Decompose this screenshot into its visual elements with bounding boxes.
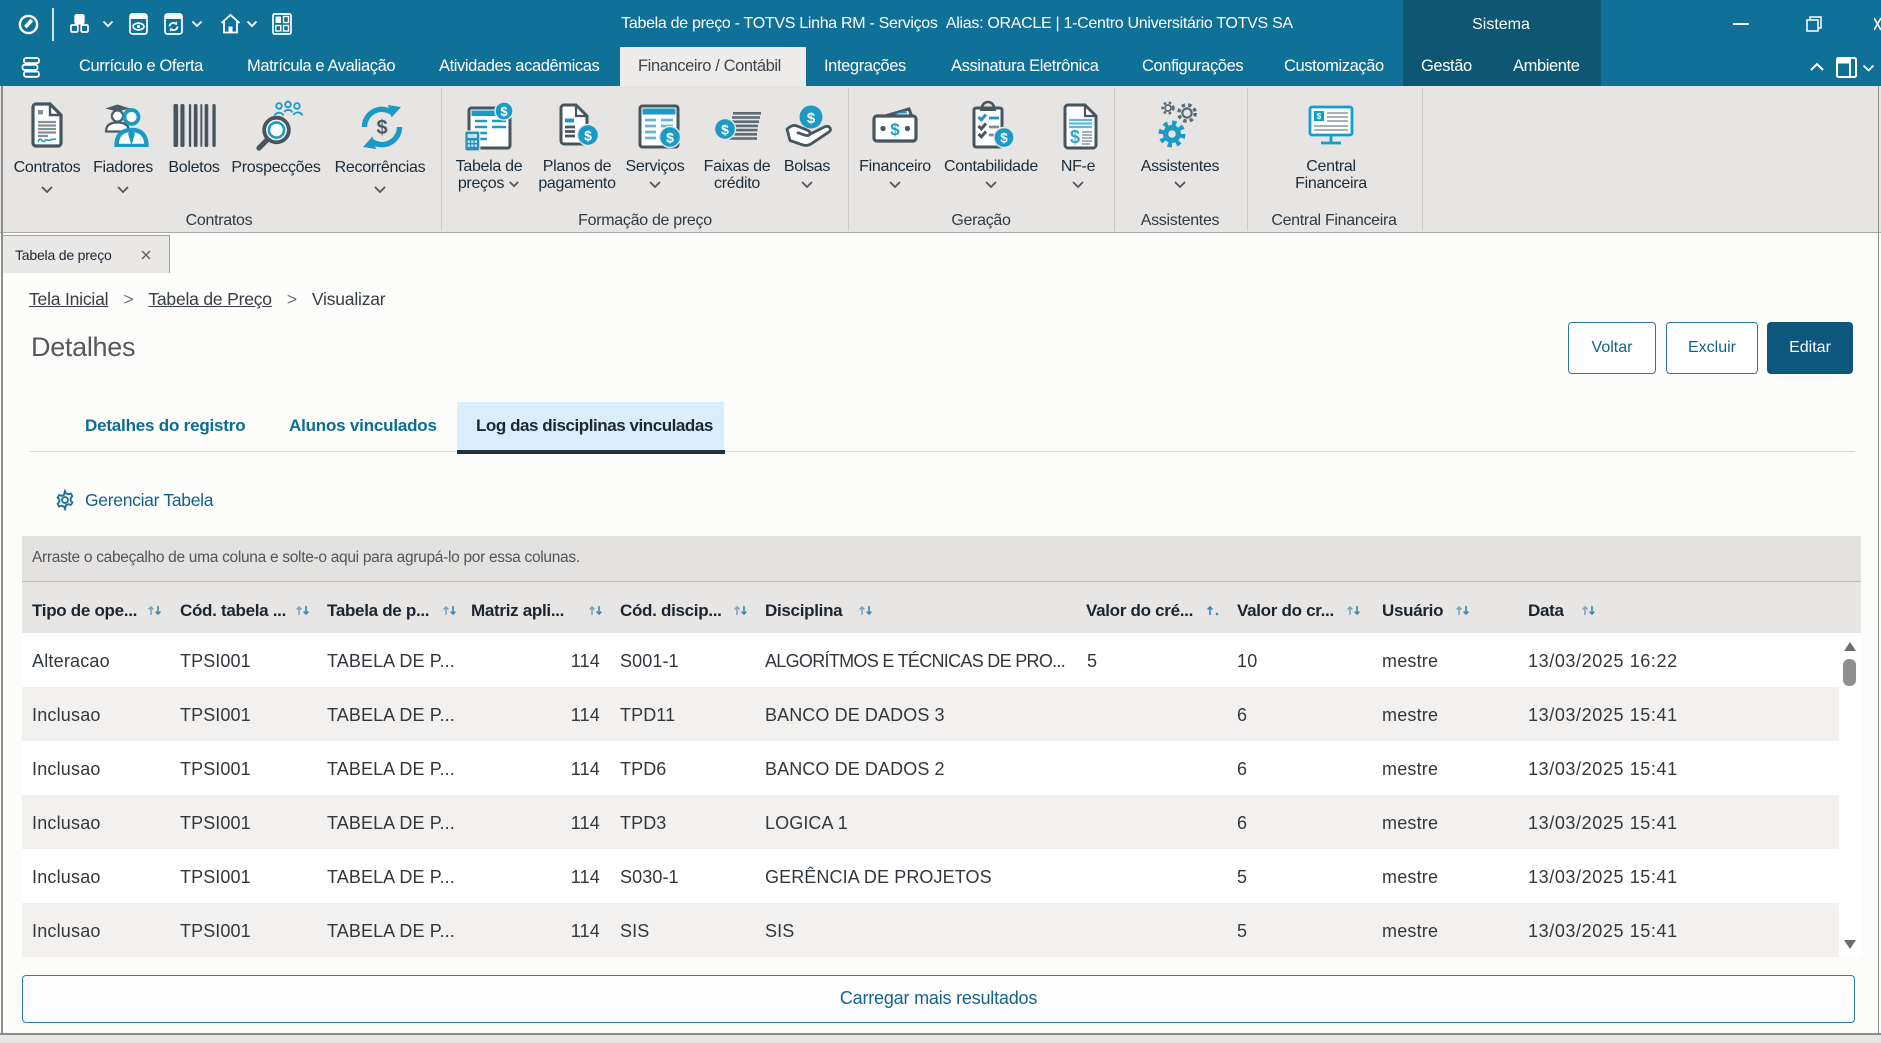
svg-text:$: $ <box>721 122 729 138</box>
svg-text:$: $ <box>1317 112 1322 121</box>
svg-text:$: $ <box>376 117 387 139</box>
svg-text:$: $ <box>807 110 816 127</box>
svg-text:$: $ <box>500 104 508 119</box>
svg-text:$: $ <box>1000 131 1008 146</box>
svg-text:$: $ <box>890 120 900 139</box>
svg-text:$: $ <box>666 130 674 146</box>
svg-text:$: $ <box>584 128 592 144</box>
svg-text:$: $ <box>1070 127 1080 147</box>
